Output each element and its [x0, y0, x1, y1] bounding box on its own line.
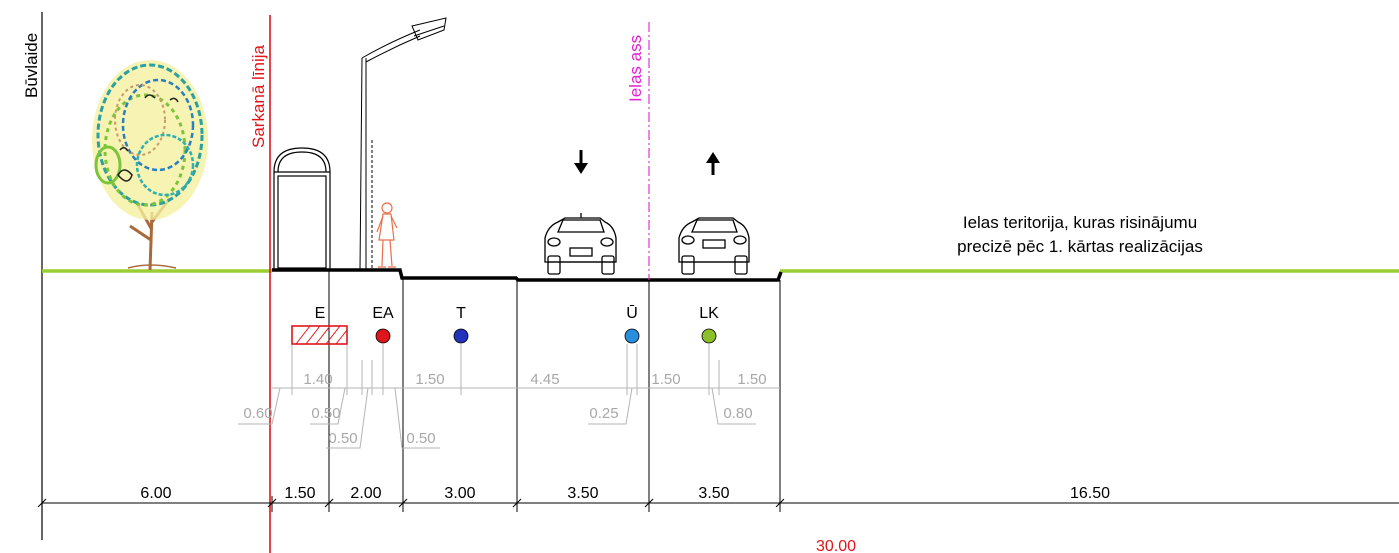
utility-label-U: Ū: [626, 304, 638, 322]
street-profile: [272, 268, 783, 282]
utility-E: E: [291, 305, 348, 345]
dim-6-00: 6.00: [140, 485, 171, 502]
subdim-0-80: 0.80: [723, 405, 752, 422]
utility-label-EA: EA: [372, 305, 394, 322]
ielas-ass-label: Ielas ass: [626, 35, 645, 102]
utility-U: Ū: [624, 304, 640, 344]
dim-2-00: 2.00: [350, 485, 381, 502]
car-icon: [544, 213, 617, 275]
utility-EA: EA: [372, 305, 394, 344]
sarkana-linija-label: Sarkanā līnija: [249, 44, 268, 148]
direction-arrow-down-icon: [574, 150, 588, 174]
tree-icon: [92, 60, 208, 271]
utility-T: T: [453, 305, 469, 344]
note-line-1: Ielas teritorija, kuras risinājumu: [963, 213, 1197, 232]
subdim-1-50-b: 1.50: [651, 371, 680, 388]
dim-1-50: 1.50: [284, 485, 315, 502]
utility-label-T: T: [456, 305, 466, 322]
dim-3-00: 3.00: [444, 485, 475, 502]
subdim-0-25: 0.25: [589, 405, 618, 422]
bus-shelter-icon: [273, 147, 331, 270]
utility-label-LK: LK: [699, 305, 719, 322]
subdim-1-50-c: 1.50: [737, 371, 766, 388]
direction-arrow-up-icon: [706, 152, 720, 175]
dim-3-50-b: 3.50: [698, 485, 729, 502]
subdim-0-50-b: 0.50: [328, 430, 357, 447]
subdim-0-50-c: 0.50: [406, 430, 435, 447]
main-dimension-chain: [37, 496, 1399, 512]
car-icon: [678, 217, 750, 275]
subdim-1-40: 1.40: [303, 371, 332, 388]
section-dividers: [328, 270, 781, 512]
street-lamp-icon: [359, 17, 447, 271]
utility-label-E: E: [315, 305, 326, 322]
note-line-2: precizē pēc 1. kārtas realizācijas: [957, 237, 1203, 256]
dim-16-50: 16.50: [1070, 485, 1110, 502]
subdim-0-60: 0.60: [243, 405, 272, 422]
sub-dimension-chain: [238, 344, 780, 449]
subdim-1-50-a: 1.50: [415, 371, 444, 388]
subdim-4-45: 4.45: [530, 371, 559, 388]
utility-LK: LK: [699, 305, 719, 344]
dim-3-50-a: 3.50: [567, 485, 598, 502]
subdim-0-50-a: 0.50: [311, 405, 340, 422]
total-width: 30.00: [816, 538, 856, 553]
pedestrian-icon: [376, 202, 398, 268]
buvlaide-label: Būvlaide: [22, 33, 41, 98]
